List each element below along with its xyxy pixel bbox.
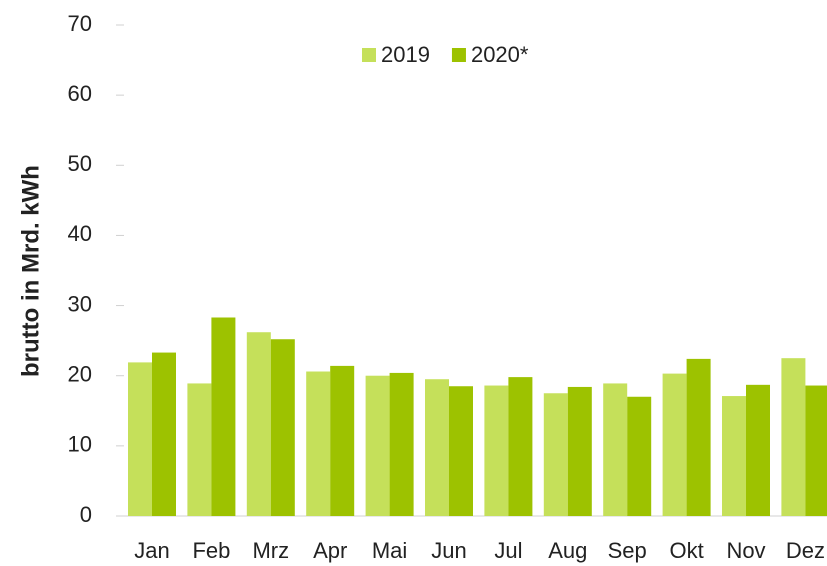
y-tick-label: 70 [68, 11, 92, 36]
bar [627, 396, 652, 516]
y-tick-label: 40 [68, 221, 92, 246]
bar [389, 372, 414, 516]
x-tick-label: Mai [372, 538, 407, 563]
y-axis-label: brutto in Mrd. kWh [17, 165, 44, 377]
bar [686, 358, 711, 516]
y-tick-label: 10 [68, 432, 92, 457]
bar [722, 396, 746, 516]
legend-swatch [362, 48, 376, 62]
bar [270, 339, 295, 516]
x-tick-label: Aug [548, 538, 587, 563]
bar [211, 317, 236, 516]
x-tick-label: Feb [192, 538, 230, 563]
y-tick-label: 0 [80, 502, 92, 527]
bar [152, 352, 176, 516]
bar [567, 386, 592, 516]
x-tick-label: Jan [134, 538, 169, 563]
bar [425, 379, 449, 516]
x-tick-label: Mrz [252, 538, 289, 563]
bar [603, 383, 628, 516]
bar [781, 358, 806, 516]
bar [805, 385, 827, 516]
x-tick-label: Jun [431, 538, 466, 563]
bar [543, 393, 568, 516]
x-tick-label: Nov [726, 538, 765, 563]
x-tick-label: Sep [608, 538, 647, 563]
y-tick-label: 50 [68, 151, 92, 176]
bar [449, 386, 473, 516]
bar [330, 365, 355, 516]
x-tick-label: Okt [669, 538, 703, 563]
legend-label: 2019 [381, 42, 430, 67]
x-tick-label: Dez [786, 538, 825, 563]
legend-label: 2020* [471, 42, 529, 67]
bar [246, 332, 271, 516]
bar [508, 377, 533, 516]
x-tick-label: Jul [494, 538, 522, 563]
y-tick-label: 30 [68, 291, 92, 316]
bar [746, 384, 770, 516]
bar [187, 383, 212, 516]
bar [128, 362, 152, 516]
bar [365, 375, 390, 516]
x-tick-label: Apr [313, 538, 347, 563]
y-tick-label: 20 [68, 362, 92, 387]
legend-swatch [451, 48, 466, 62]
bar [662, 373, 687, 516]
y-tick-label: 60 [68, 81, 92, 106]
bar [306, 371, 331, 516]
bar [484, 385, 509, 516]
